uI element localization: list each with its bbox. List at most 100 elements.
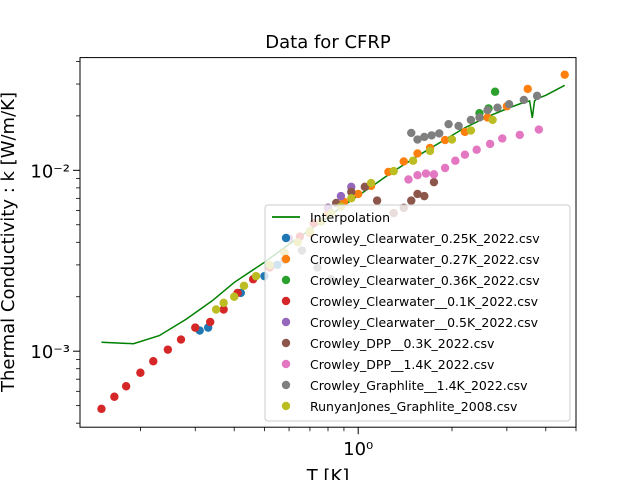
legend-entry: Crowley_Clearwater_0.36K_2022.csv bbox=[281, 273, 540, 288]
point bbox=[475, 113, 484, 122]
x-axis-label: T [K] bbox=[306, 466, 350, 480]
point bbox=[532, 91, 542, 101]
point bbox=[466, 126, 476, 135]
legend-label: Crowley_Graphlite__1.4K_2022.csv bbox=[310, 378, 528, 393]
legend-entry-interpolation: Interpolation bbox=[272, 210, 390, 225]
point bbox=[121, 382, 131, 391]
x-tick-label: 10⁰ bbox=[343, 439, 373, 460]
point bbox=[504, 100, 514, 109]
point bbox=[219, 305, 228, 314]
legend-entry: Crowley_Clearwater__0.5K_2022.csv bbox=[281, 315, 539, 330]
legend-entry: Crowley_Graphlite__1.4K_2022.csv bbox=[281, 378, 528, 393]
point bbox=[230, 292, 239, 301]
legend-items: Interpolation Crowley_Clearwater_0.25K_20… bbox=[272, 210, 540, 414]
point bbox=[498, 134, 507, 143]
legend-label: Crowley_DPP__1.4K_2022.csv bbox=[310, 357, 495, 372]
point bbox=[413, 149, 422, 158]
legend-entry: RunyanJones_Graphlite_2008.csv bbox=[281, 399, 518, 414]
legend-marker bbox=[281, 338, 291, 348]
point bbox=[251, 271, 261, 281]
point bbox=[472, 145, 481, 154]
legend-entry: Crowley_Clearwater_0.25K_2022.csv bbox=[281, 231, 540, 246]
legend-label: Crowley_Clearwater_0.25K_2022.csv bbox=[310, 231, 540, 246]
point bbox=[163, 345, 173, 354]
point bbox=[336, 191, 346, 201]
legend-marker bbox=[281, 380, 291, 390]
point bbox=[407, 128, 416, 138]
point bbox=[347, 187, 356, 197]
point bbox=[360, 182, 369, 192]
legend-box bbox=[264, 204, 571, 422]
point bbox=[149, 357, 158, 366]
point bbox=[420, 132, 429, 142]
point bbox=[97, 404, 106, 414]
point bbox=[429, 177, 439, 187]
point bbox=[421, 169, 431, 178]
axes-layer: 10⁰ 10⁻³ 10⁻² bbox=[30, 61, 577, 460]
point bbox=[191, 323, 200, 332]
point bbox=[429, 170, 439, 179]
point bbox=[451, 156, 460, 165]
point bbox=[523, 84, 532, 94]
point bbox=[488, 115, 497, 125]
legend-marker bbox=[281, 359, 291, 369]
point bbox=[219, 298, 228, 308]
legend-label: RunyanJones_Graphlite_2008.csv bbox=[310, 399, 518, 414]
legend-label: Crowley_Clearwater_0.36K_2022.csv bbox=[310, 273, 540, 288]
legend-marker bbox=[281, 317, 291, 327]
y-tick-label: 10⁻³ bbox=[30, 342, 70, 363]
legend-entry: Crowley_Clearwater__0.1K_2022.csv bbox=[281, 294, 539, 309]
point bbox=[399, 157, 408, 166]
legend-entry: Crowley_DPP__1.4K_2022.csv bbox=[281, 357, 495, 372]
point bbox=[347, 194, 356, 203]
y-axis-label: Thermal Conductivity : k [W/m/K] bbox=[0, 92, 19, 393]
point bbox=[440, 163, 450, 173]
legend-marker bbox=[281, 296, 291, 306]
legend-entry: Crowley_DPP__0.3K_2022.csv bbox=[281, 336, 495, 351]
point bbox=[460, 150, 470, 159]
point bbox=[444, 119, 453, 129]
series-6 bbox=[404, 125, 544, 184]
point bbox=[493, 103, 502, 112]
point bbox=[420, 191, 429, 201]
point bbox=[136, 368, 145, 377]
point bbox=[435, 129, 444, 138]
legend-marker bbox=[281, 254, 291, 264]
point bbox=[389, 166, 398, 176]
point bbox=[454, 121, 463, 131]
point bbox=[372, 196, 382, 205]
point bbox=[490, 87, 500, 96]
point bbox=[466, 115, 476, 125]
y-tick-label: 10⁻² bbox=[30, 161, 70, 182]
legend-label: Interpolation bbox=[310, 210, 390, 225]
point bbox=[560, 70, 569, 79]
point bbox=[485, 139, 495, 149]
legend-label: Crowley_Clearwater_0.27K_2022.csv bbox=[310, 252, 540, 267]
point bbox=[354, 189, 363, 199]
legend-marker bbox=[281, 233, 291, 243]
point bbox=[176, 335, 186, 344]
legend-label: Crowley_Clearwater__0.5K_2022.csv bbox=[310, 315, 539, 330]
point bbox=[110, 392, 119, 401]
legend-entry: Crowley_Clearwater_0.27K_2022.csv bbox=[281, 252, 540, 267]
point bbox=[366, 178, 376, 188]
point bbox=[515, 130, 524, 140]
point bbox=[413, 170, 422, 180]
point bbox=[404, 175, 413, 184]
point bbox=[408, 156, 418, 165]
point bbox=[447, 135, 457, 144]
point bbox=[413, 189, 422, 199]
legend-label: Crowley_Clearwater__0.1K_2022.csv bbox=[310, 294, 539, 309]
point bbox=[519, 95, 529, 105]
point bbox=[483, 106, 492, 115]
legend-label: Crowley_DPP__0.3K_2022.csv bbox=[310, 336, 495, 351]
legend-marker bbox=[281, 275, 291, 285]
legend-marker bbox=[281, 401, 291, 411]
point bbox=[239, 281, 249, 290]
point bbox=[427, 131, 436, 140]
point bbox=[440, 135, 450, 145]
point bbox=[534, 125, 544, 134]
point bbox=[211, 305, 221, 314]
point bbox=[413, 135, 422, 144]
